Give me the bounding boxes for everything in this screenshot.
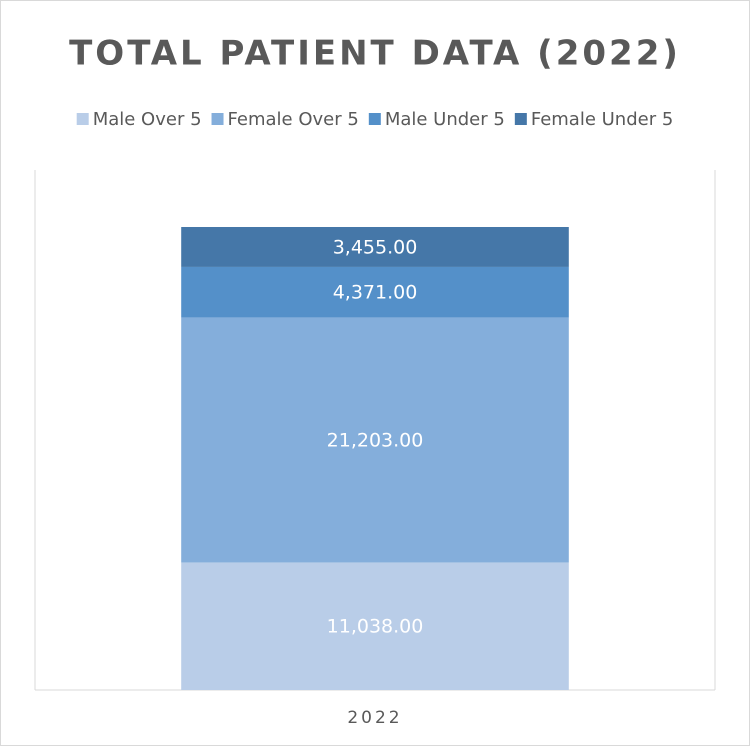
legend-swatch (76, 113, 89, 125)
legend-swatch (368, 113, 381, 125)
bar-segment (181, 227, 569, 267)
legend-swatch (514, 113, 527, 125)
data-label: 11,038.00 (327, 616, 424, 638)
legend-swatch (211, 113, 224, 125)
data-label: 21,203.00 (327, 429, 424, 451)
chart-title: TOTAL PATIENT DATA (2022) (69, 34, 681, 74)
x-tick-label: 2022 (347, 708, 402, 728)
legend-label: Male Over 5 (93, 109, 202, 130)
legend-label: Female Over 5 (228, 109, 359, 130)
bar-segment (181, 266, 569, 318)
bar-segment (181, 562, 569, 690)
legend-label: Female Under 5 (531, 109, 673, 130)
data-label: 4,371.00 (333, 282, 418, 304)
data-label: 3,455.00 (333, 236, 418, 258)
bar-segment (181, 317, 569, 563)
legend-label: Male Under 5 (385, 109, 505, 130)
